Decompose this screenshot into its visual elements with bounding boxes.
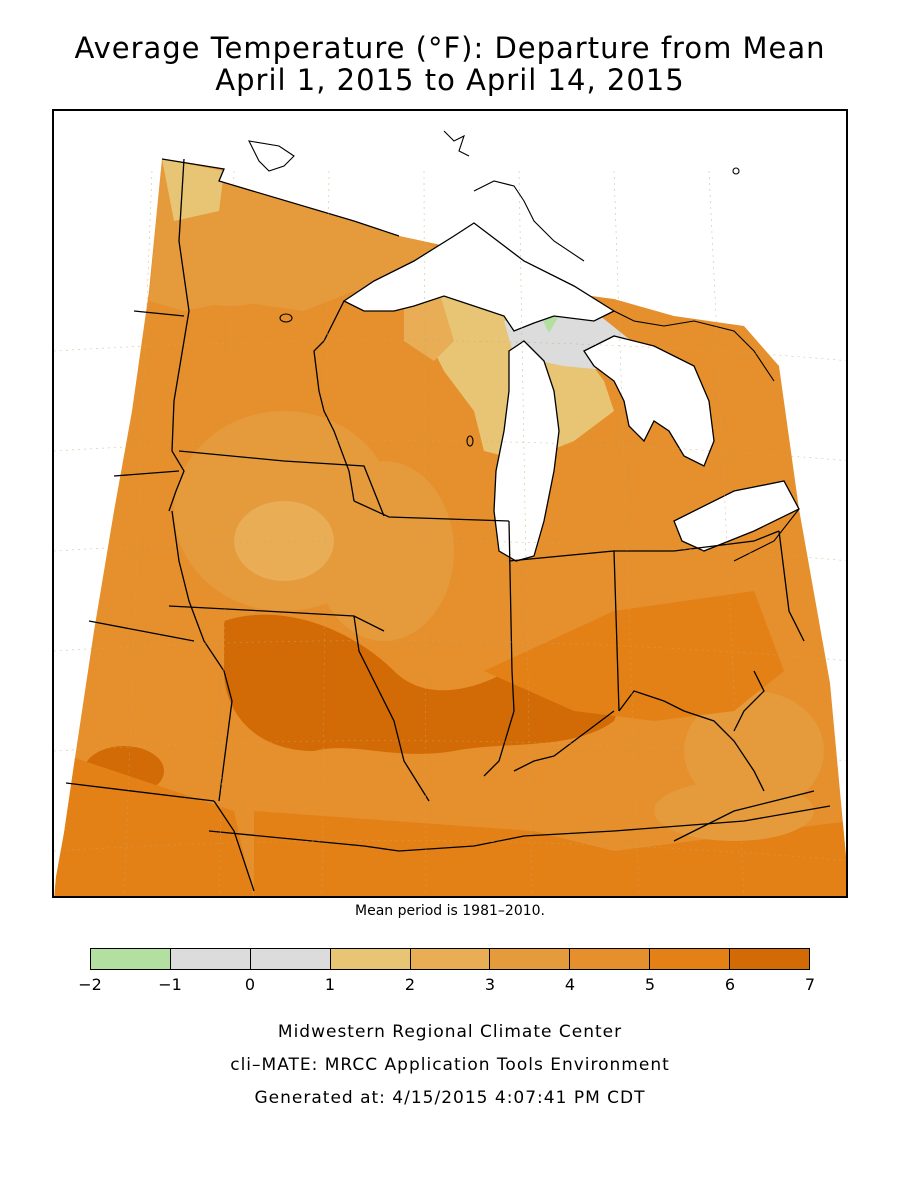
great-lakes (342, 222, 800, 562)
legend-swatch (650, 949, 731, 969)
legend-tick: 4 (564, 975, 576, 994)
legend-swatch (170, 949, 251, 969)
map-title: Average Temperature (°F): Departure from… (74, 31, 826, 65)
legend-swatch (410, 949, 491, 969)
legend-swatch (570, 949, 651, 969)
map-panel (52, 109, 848, 898)
legend-swatch (330, 949, 411, 969)
legend-tick-labels: −2 −1 0 1 2 3 4 5 6 7 (78, 975, 815, 999)
northern-shoreline (248, 130, 800, 562)
credit-generated: Generated at: 4/15/2015 4:07:41 PM CDT (254, 1088, 646, 1108)
state-borders (65, 158, 831, 892)
legend-swatch (91, 949, 171, 969)
legend-tick: −1 (158, 975, 182, 994)
legend-swatch (490, 949, 571, 969)
credit-climate-tool: cli–MATE: MRCC Application Tools Environ… (230, 1055, 670, 1075)
legend-tick: 2 (404, 975, 416, 994)
mean-period-note: Mean period is 1981–2010. (355, 903, 545, 919)
map-date-range: April 1, 2015 to April 14, 2015 (215, 63, 685, 97)
legend-swatch (730, 949, 810, 969)
legend-tick: 3 (484, 975, 496, 994)
legend-tick: 0 (244, 975, 256, 994)
color-legend (90, 948, 810, 970)
credit-mrcc: Midwestern Regional Climate Center (277, 1022, 623, 1042)
map-svg (54, 130, 846, 896)
legend-tick: −2 (78, 975, 102, 994)
legend-tick: 7 (804, 975, 816, 994)
legend-tick: 5 (644, 975, 656, 994)
graticule (54, 170, 846, 896)
legend-swatch (250, 949, 331, 969)
legend-tick: 1 (324, 975, 336, 994)
legend-tick: 6 (724, 975, 736, 994)
